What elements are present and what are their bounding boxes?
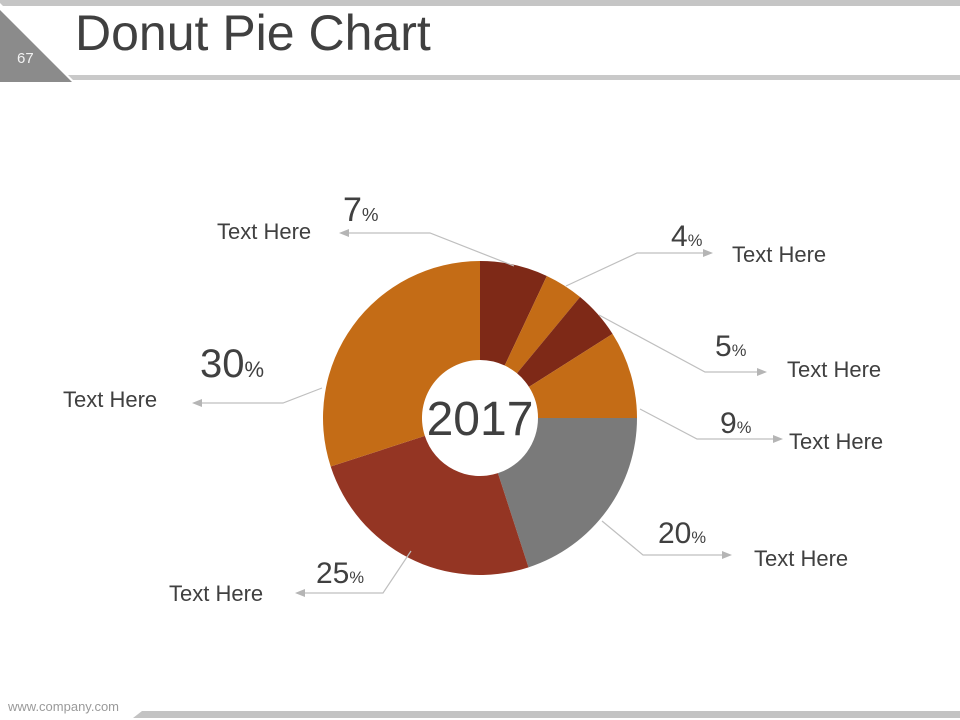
arrow-right-icon	[722, 551, 732, 559]
leader-line-5pct	[598, 314, 758, 373]
callout-value-9pct: 9%	[720, 407, 752, 440]
top-accent-bar	[0, 0, 960, 6]
footer-accent-bar	[133, 711, 960, 718]
donut-segment-25pct	[330, 435, 529, 575]
page-title: Donut Pie Chart	[75, 5, 431, 61]
leader-arrowheads	[192, 229, 783, 597]
leader-line-7pct	[349, 232, 515, 267]
arrow-left-icon	[192, 399, 202, 407]
callout-value-30pct: 30%	[200, 342, 265, 386]
callout-label-20pct: Text Here	[754, 546, 849, 571]
callout-label-4pct: Text Here	[732, 242, 827, 267]
callout-label-30pct: Text Here	[63, 387, 158, 412]
callout-label-9pct: Text Here	[789, 429, 884, 454]
donut-segment-9pct	[528, 333, 637, 418]
arrow-left-icon	[295, 589, 305, 597]
callout-value-25pct: 25%	[316, 557, 365, 590]
donut-segment-4pct	[504, 275, 581, 374]
callout-value-5pct: 5%	[715, 330, 747, 363]
callout-label-7pct: Text Here	[217, 219, 312, 244]
leader-line-4pct	[565, 252, 704, 287]
arrow-left-icon	[339, 229, 349, 237]
leader-lines	[201, 232, 774, 594]
donut-segment-5pct	[516, 297, 613, 387]
center-year-label: 2017	[427, 393, 534, 446]
donut-segments	[322, 261, 637, 575]
callout-value-7pct: 7%	[343, 191, 379, 229]
donut-segment-20pct	[497, 418, 637, 568]
arrow-right-icon	[703, 249, 713, 257]
donut-segment-7pct	[480, 261, 547, 366]
callout-value-20pct: 20%	[658, 517, 707, 550]
leader-line-25pct	[304, 550, 412, 594]
page-number: 67	[17, 50, 34, 67]
leader-line-20pct	[601, 520, 723, 556]
donut-segment-30pct	[322, 261, 480, 467]
leader-line-9pct	[639, 408, 774, 440]
callout-label-25pct: Text Here	[169, 581, 264, 606]
footer-url: www.company.com	[8, 699, 120, 714]
arrow-right-icon	[773, 435, 783, 443]
callout-value-4pct: 4%	[671, 220, 703, 253]
title-underline	[68, 75, 960, 80]
callout-label-5pct: Text Here	[787, 357, 882, 382]
arrow-right-icon	[757, 368, 767, 376]
leader-line-30pct	[201, 387, 323, 404]
